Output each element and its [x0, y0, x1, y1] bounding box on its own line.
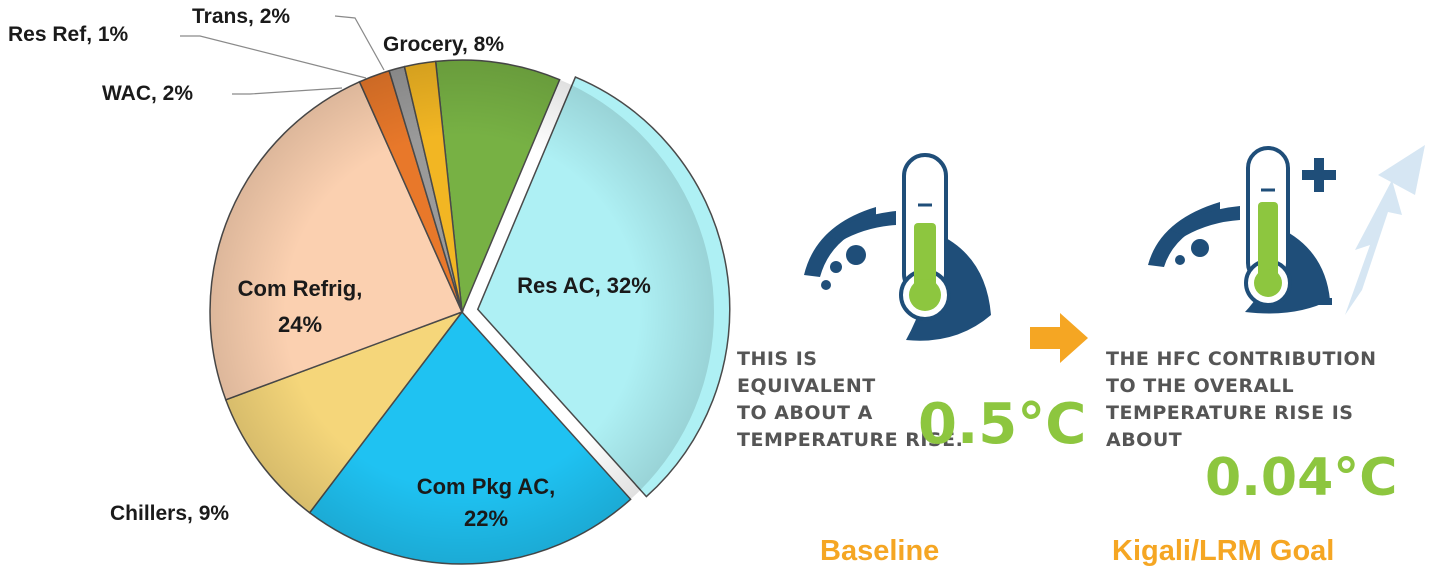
pie-chart: Res AC, 32% Com Pkg AC, 22% Com Refrig, … [8, 5, 731, 565]
baseline-line-3: TO ABOUT A [737, 402, 873, 424]
trend-arrow-icon [1345, 180, 1402, 315]
slice-label-res-ac: Res AC, 32% [517, 273, 651, 298]
goal-line-4: ABOUT [1106, 429, 1183, 451]
baseline-value: 0.5°C [918, 392, 1087, 457]
slice-label-chillers: Chillers, 9% [110, 502, 229, 525]
goal-value: 0.04°C [1205, 448, 1398, 508]
slice-label-com-refrig-line1: Com Refrig, [238, 276, 363, 301]
globe-thermometer-icon [804, 153, 991, 341]
slice-label-wac: WAC, 2% [102, 82, 193, 105]
baseline-caption: Baseline [820, 535, 940, 567]
leader-line-trans [334, 15, 385, 71]
slice-label-com-refrig-line2: 24% [278, 312, 322, 337]
baseline-line-4: TEMPERATURE RISE. [737, 429, 964, 451]
slice-label-grocery: Grocery, 8% [383, 33, 504, 56]
slice-label-com-pkg-ac-line1: Com Pkg AC, [417, 474, 556, 499]
goal-caption: Kigali/LRM Goal [1112, 535, 1335, 567]
leader-line-wac [232, 87, 343, 95]
slice-label-trans: Trans, 2% [192, 5, 290, 28]
baseline-description: THIS IS EQUIVALENT TO ABOUT A TEMPERATUR… [737, 346, 963, 454]
leader-line-res-ref [180, 35, 367, 79]
slice-label-com-pkg-ac-line2: 22% [464, 506, 508, 531]
baseline-line-2: EQUIVALENT [737, 375, 876, 397]
goal-line-1: THE HFC CONTRIBUTION [1106, 348, 1377, 370]
globe-thermometer-goal-icon [1148, 145, 1425, 315]
goal-description: THE HFC CONTRIBUTION TO THE OVERALL TEMP… [1106, 346, 1377, 454]
baseline-line-1: THIS IS [737, 348, 818, 370]
plus-icon [1302, 158, 1336, 192]
goal-line-2: TO THE OVERALL [1106, 375, 1295, 397]
goal-line-3: TEMPERATURE RISE IS [1106, 402, 1354, 424]
slice-label-res-ref: Res Ref, 1% [8, 23, 129, 46]
minus-icon [1310, 298, 1332, 305]
arrow-right-icon [1030, 313, 1088, 363]
trend-arrow-head [1378, 145, 1425, 195]
